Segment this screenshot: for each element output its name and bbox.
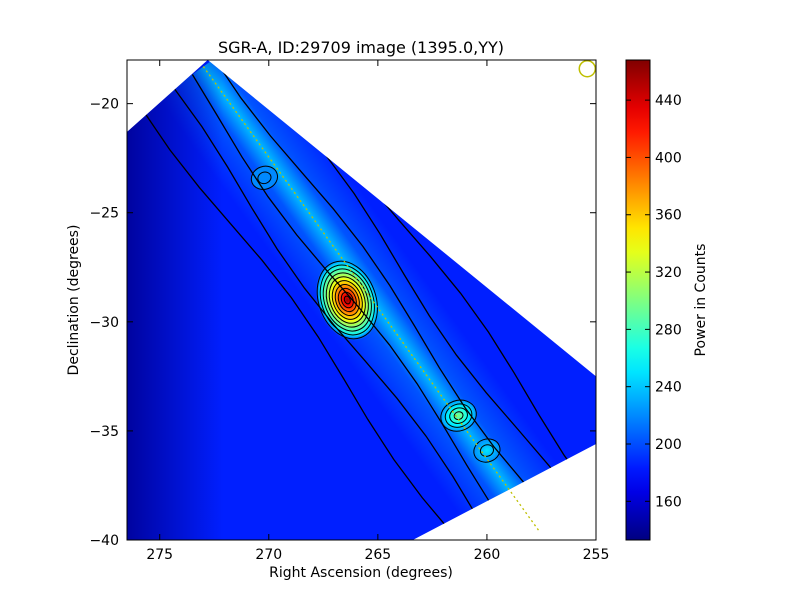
plot-frame <box>126 59 597 541</box>
y-tick-label: −35 <box>89 424 119 440</box>
colorbar <box>625 59 651 541</box>
source-contour <box>322 268 372 332</box>
y-axis-label: Declination (degrees) <box>66 225 82 376</box>
source-contour <box>325 272 369 328</box>
source-contour <box>250 165 279 190</box>
beam-marker <box>578 60 596 78</box>
x-tick-label: 270 <box>255 547 282 563</box>
chart-title: SGR-A, ID:29709 image (1395.0,YY) <box>218 38 504 57</box>
source-contour <box>257 171 272 185</box>
source-contour <box>343 295 351 305</box>
source-contour <box>328 276 366 324</box>
source-contour <box>449 407 468 424</box>
ridge-contour <box>213 60 557 520</box>
x-axis: 275 270 265 260 255 <box>146 60 609 563</box>
x-axis-label: Right Ascension (degrees) <box>269 565 453 581</box>
colorbar-tick-label: 200 <box>655 437 682 453</box>
x-tick-label: 255 <box>583 547 610 563</box>
colorbar-tick-label: 280 <box>655 322 682 338</box>
overlay-markers <box>202 60 596 532</box>
source-contour <box>340 291 354 309</box>
colorbar-tick-label: 160 <box>655 494 682 510</box>
y-tick-label: −40 <box>89 533 119 549</box>
source-contour <box>473 438 501 463</box>
source-contour <box>334 284 360 316</box>
source-contour <box>331 280 363 320</box>
source-contour <box>453 411 464 421</box>
source-glow <box>250 165 279 191</box>
colorbar-tick-label: 360 <box>655 208 682 224</box>
colorbar-tick-label: 240 <box>655 380 682 396</box>
source-contour <box>479 444 494 457</box>
source-contour <box>316 260 378 340</box>
source-contour <box>444 403 473 428</box>
colorbar-label: Power in Counts <box>693 244 709 357</box>
y-tick-label: −30 <box>89 315 119 331</box>
ridge-contour <box>173 87 503 540</box>
x-tick-label: 260 <box>474 547 501 563</box>
y-tick-label: −25 <box>89 206 119 222</box>
colorbar-ticks: 160 200 240 280 320 360 400 440 <box>626 93 682 510</box>
source-glow <box>315 259 379 341</box>
x-tick-label: 275 <box>146 547 173 563</box>
y-tick-label: −20 <box>89 97 119 113</box>
colorbar-tick-label: 440 <box>655 93 682 109</box>
colorbar-tick-label: 320 <box>655 265 682 281</box>
source-glow <box>473 438 501 463</box>
colorbar-tick-label: 400 <box>655 150 682 166</box>
ridge-contour <box>191 74 521 540</box>
y-axis: −20 −25 −30 −35 −40 <box>89 97 596 549</box>
source-contour <box>319 264 375 336</box>
x-tick-label: 265 <box>364 547 391 563</box>
ridge-contour <box>142 109 486 540</box>
scan-line <box>202 66 540 532</box>
